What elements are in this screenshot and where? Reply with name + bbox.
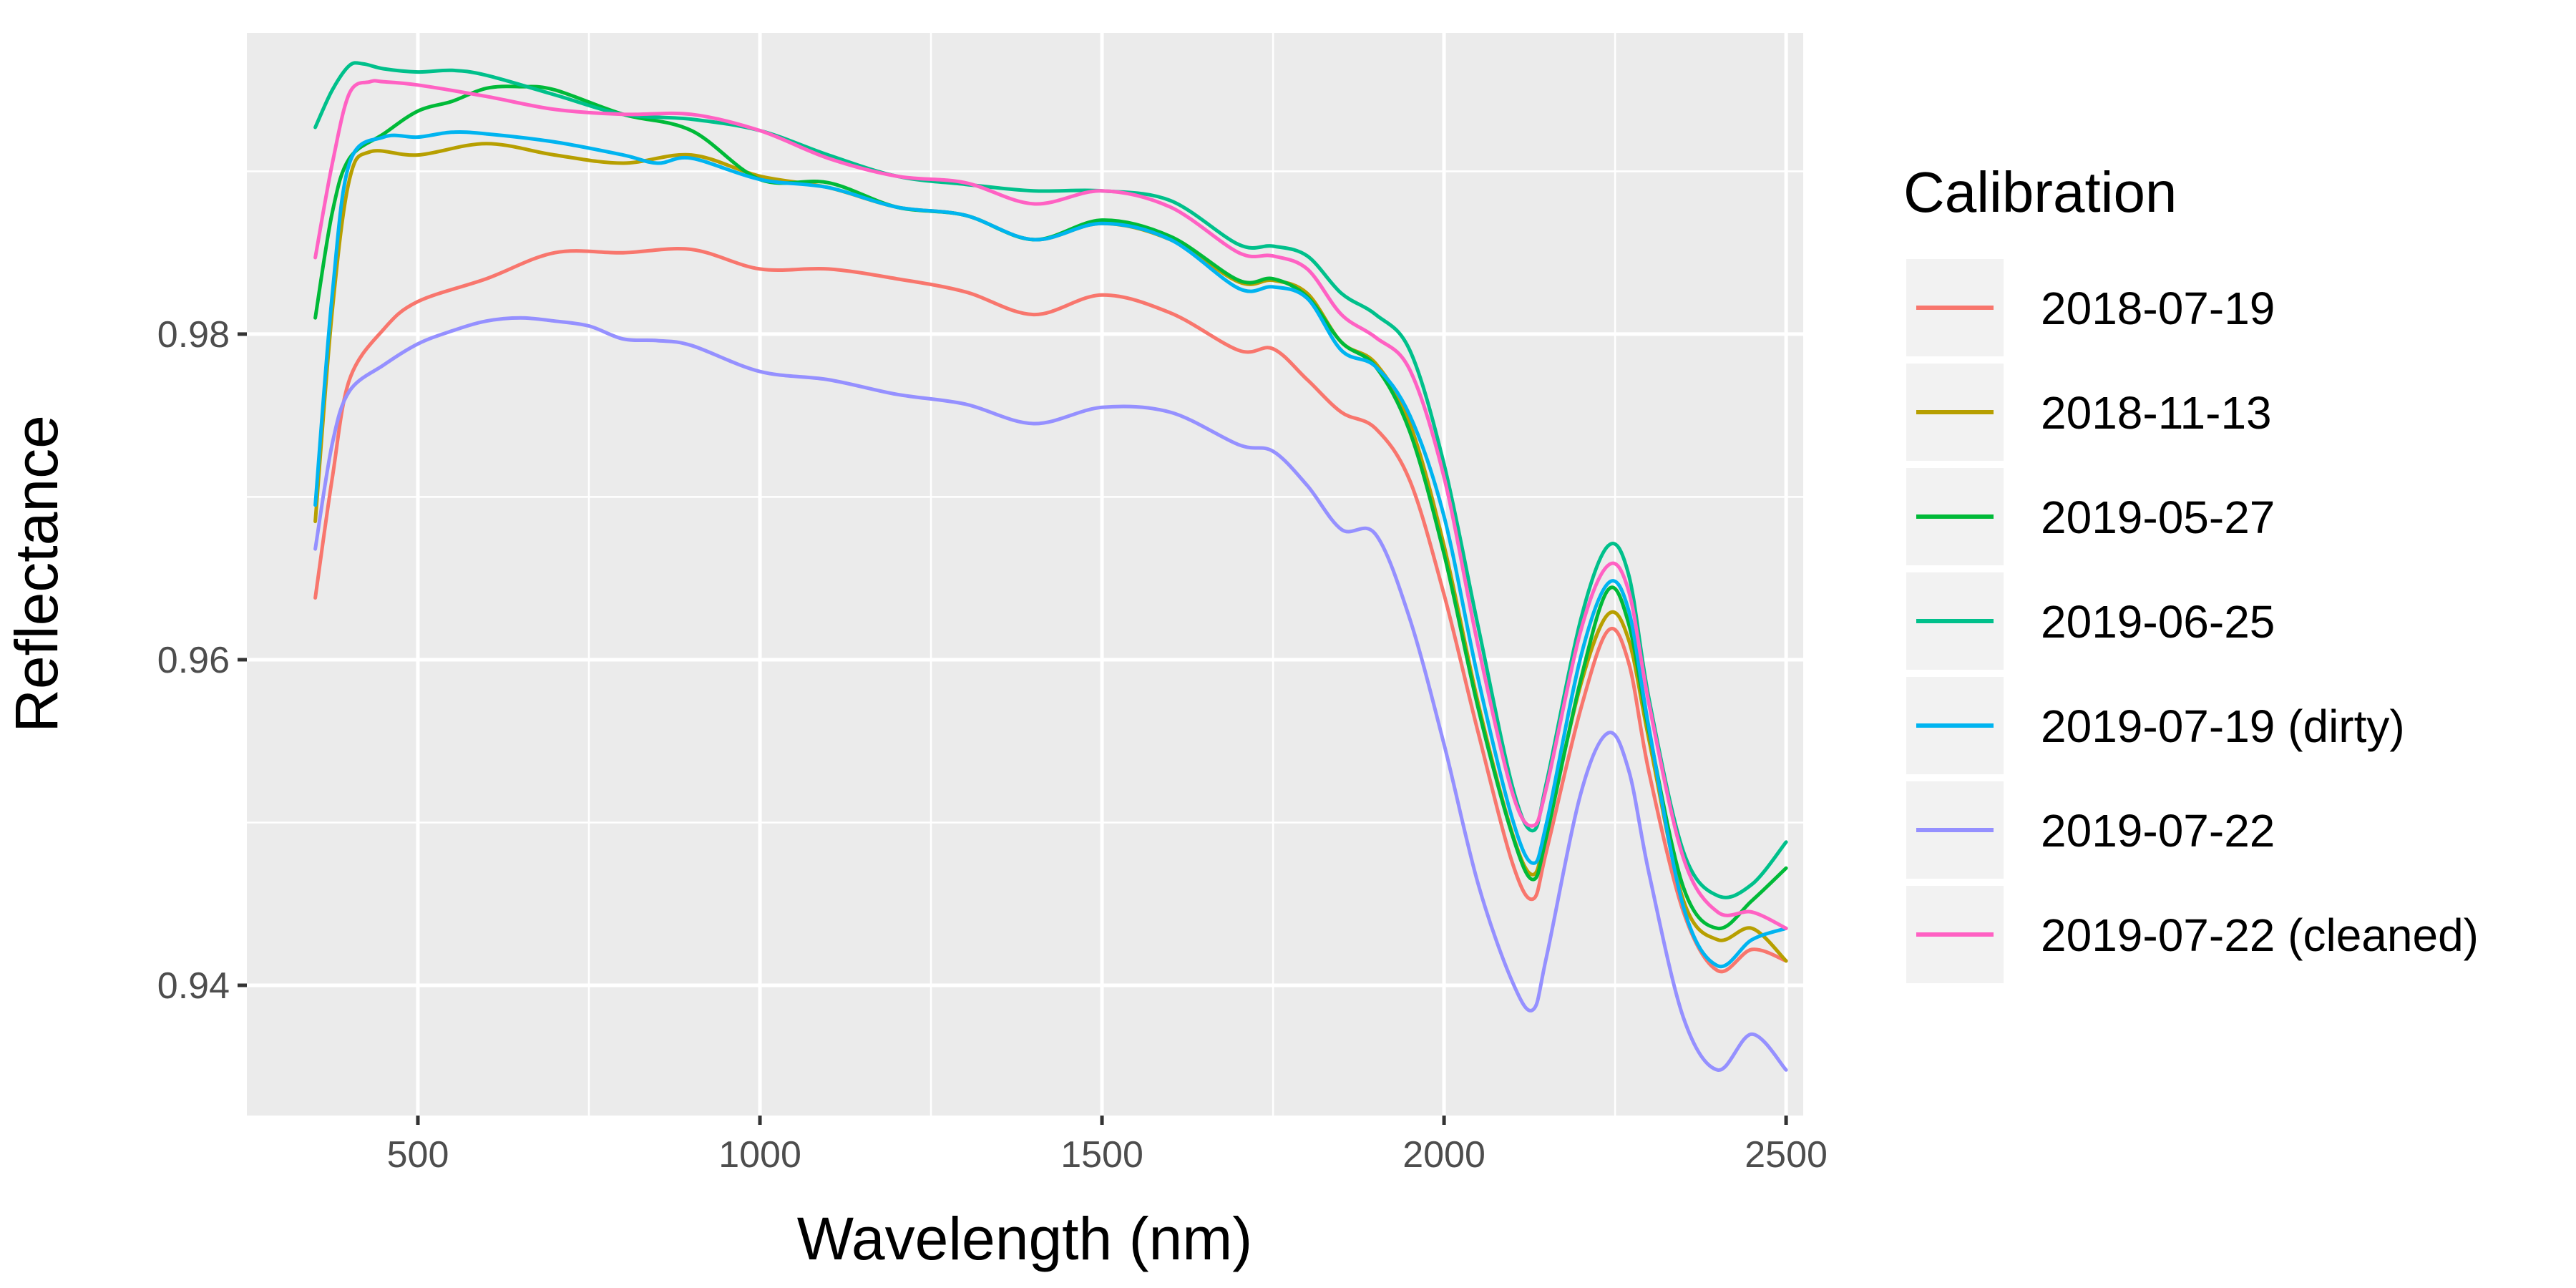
legend: Calibration 2018-07-19 2018-11-13 2019-05-… [1903, 160, 2479, 983]
y-axis-title: Reflectance [3, 415, 70, 733]
series-lines [313, 61, 1788, 1072]
x-tick-label: 1000 [718, 1134, 801, 1176]
legend-label: 2019-07-22 [2041, 805, 2275, 857]
series-line-6 [313, 316, 1788, 1072]
legend-label: 2019-07-22 (cleaned) [2041, 909, 2479, 961]
y-tick-label: 0.96 [157, 640, 230, 681]
series-line-7 [313, 79, 1788, 930]
legend-title: Calibration [1903, 160, 2177, 224]
axes: 500 1000 1500 2000 2500 0.94 0.96 0.98 [157, 314, 1828, 1176]
legend-label: 2019-05-27 [2041, 492, 2275, 543]
x-tick-label: 2500 [1745, 1134, 1828, 1176]
series-line-3 [313, 84, 1788, 930]
legend-label: 2018-07-19 [2041, 283, 2275, 334]
series-line-4 [313, 61, 1788, 899]
x-tick-label: 2000 [1402, 1134, 1485, 1176]
legend-label: 2019-07-19 (dirty) [2041, 701, 2405, 752]
x-axis-title: Wavelength (nm) [797, 1205, 1252, 1272]
grid [247, 33, 1803, 1116]
panel-background [247, 33, 1803, 1116]
y-tick-label: 0.98 [157, 314, 230, 356]
x-tick-label: 1500 [1060, 1134, 1143, 1176]
legend-label: 2018-11-13 [2041, 387, 2272, 439]
series-line-5 [313, 130, 1788, 969]
x-tick-label: 500 [387, 1134, 449, 1176]
y-tick-label: 0.94 [157, 965, 230, 1007]
legend-label: 2019-06-25 [2041, 596, 2275, 648]
series-line-1 [313, 247, 1788, 974]
